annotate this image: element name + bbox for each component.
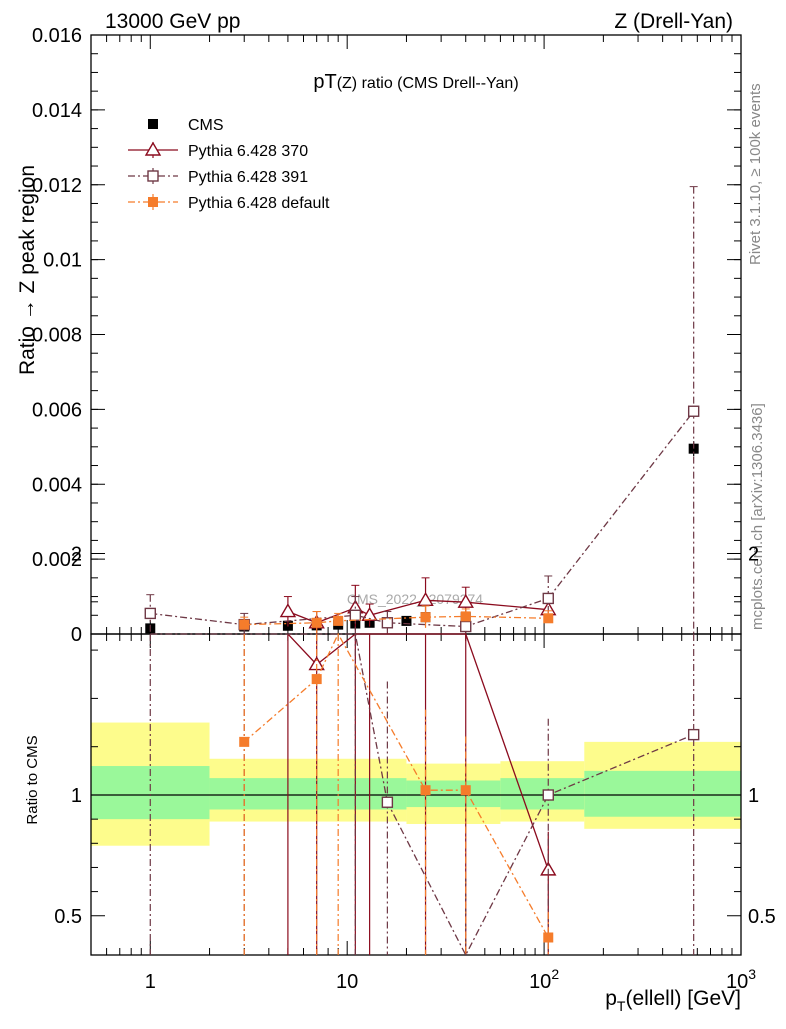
data-point xyxy=(333,615,344,626)
legend-marker xyxy=(147,170,159,182)
y-tick-label: 0 xyxy=(71,624,82,646)
data-point xyxy=(420,612,431,623)
ratio-point xyxy=(542,789,554,801)
data-point xyxy=(688,443,699,454)
x-tick-base: 10 xyxy=(726,971,748,993)
x-label-p: p xyxy=(605,987,617,1010)
ratio-tick-label-right: 2 xyxy=(748,544,759,566)
data-point xyxy=(417,591,434,607)
x-axis-label: pT(ellell) [GeV] xyxy=(605,987,741,1014)
data-point xyxy=(457,593,474,608)
x-tick-label: 102 xyxy=(529,966,559,993)
ratio-tick-label-right: 1 xyxy=(748,785,759,807)
legend-label: Pythia 6.428 370 xyxy=(188,143,308,160)
legend-marker xyxy=(148,197,158,207)
y-tick-label: 0.016 xyxy=(32,25,82,47)
x-label-sub: T xyxy=(617,998,626,1014)
x-tick-base: 1 xyxy=(145,971,156,993)
chart-title: pT(Z) ratio (CMS Drell--Yan) xyxy=(313,71,518,93)
ratio-point xyxy=(239,736,250,747)
mcplots-label: mcplots.cern.ch [arXiv:1306.3436] xyxy=(749,403,766,630)
x-label-rest: (ellell) [GeV] xyxy=(625,987,741,1010)
ratio-point xyxy=(311,674,322,685)
ratio-tick-label: 1 xyxy=(71,785,82,807)
ratio-y-axis-label: Ratio to CMS xyxy=(24,735,41,824)
ratio-point xyxy=(687,728,700,741)
y-tick-label: 0.01 xyxy=(43,250,82,272)
legend-label: Pythia 6.428 default xyxy=(188,195,330,212)
legend-label: Pythia 6.428 391 xyxy=(188,169,308,186)
ratio-point xyxy=(460,785,471,796)
ratio-line xyxy=(287,633,549,871)
header-left: 13000 GeV pp xyxy=(105,10,240,33)
ratio-bands xyxy=(91,722,741,846)
y-tick-label: 0.006 xyxy=(32,399,82,421)
y-tick-label: 0.004 xyxy=(32,474,82,496)
legend: CMS Pythia 6.428 370 Pythia 6.428 391 Pythi… xyxy=(128,117,330,212)
x-tick-label: 10 xyxy=(336,971,358,993)
title-rest: ratio (CMS Drell--Yan) xyxy=(357,75,519,92)
ratio-point xyxy=(381,796,394,808)
legend-marker xyxy=(144,141,162,156)
legend-marker xyxy=(148,119,158,129)
series-line xyxy=(244,615,549,626)
y-tick-label: 0.014 xyxy=(32,100,82,122)
ratio-point xyxy=(420,785,431,796)
ratio-tick-label-right: 0.5 xyxy=(748,906,776,928)
y-tick-label: 0.012 xyxy=(32,175,82,197)
title-pt: pT xyxy=(313,71,336,93)
header-right: Z (Drell-Yan) xyxy=(614,10,733,33)
x-tick-exp: 3 xyxy=(748,966,756,982)
ratio-tick-label: 2 xyxy=(71,544,82,566)
x-tick-exp: 2 xyxy=(551,966,559,982)
data-point xyxy=(460,611,471,622)
data-point xyxy=(349,609,362,621)
data-point xyxy=(144,607,156,620)
axis-ticks: 1 10 102 10300.0020.0040.0060.0080.010.0120… xyxy=(32,25,776,993)
data-point xyxy=(460,620,472,633)
data-point xyxy=(361,606,378,621)
y-tick-label: 0.008 xyxy=(32,325,82,347)
ratio-tick-label: 0.5 xyxy=(54,906,82,928)
x-tick-base: 10 xyxy=(529,971,551,993)
band-inner xyxy=(500,778,585,810)
x-tick-base: 10 xyxy=(336,971,358,993)
band-inner xyxy=(584,770,741,817)
band-inner xyxy=(209,778,407,810)
data-point xyxy=(687,405,700,417)
data-point xyxy=(381,617,394,629)
x-tick-label: 1 xyxy=(145,971,156,993)
rivet-label: Rivet 3.1.10, ≥ 100k events xyxy=(747,83,764,265)
ratio-series-layer xyxy=(149,632,700,957)
data-point xyxy=(311,617,322,628)
data-point xyxy=(279,603,297,618)
watermark: CMS_2022_I2079374 xyxy=(347,591,483,607)
data-point xyxy=(542,592,554,605)
x-tick-label: 103 xyxy=(726,966,756,993)
y-tick-label: 0.002 xyxy=(32,549,82,571)
title-z: (Z) xyxy=(337,75,357,92)
y-axis-label: Ratio → Z peak region xyxy=(16,165,39,375)
main-series-layer xyxy=(144,186,700,634)
data-point xyxy=(543,613,554,624)
ratio-point xyxy=(543,932,554,943)
data-point xyxy=(401,615,412,626)
legend-label: CMS xyxy=(188,117,224,134)
ratio-line xyxy=(243,632,549,938)
data-point xyxy=(239,619,250,630)
